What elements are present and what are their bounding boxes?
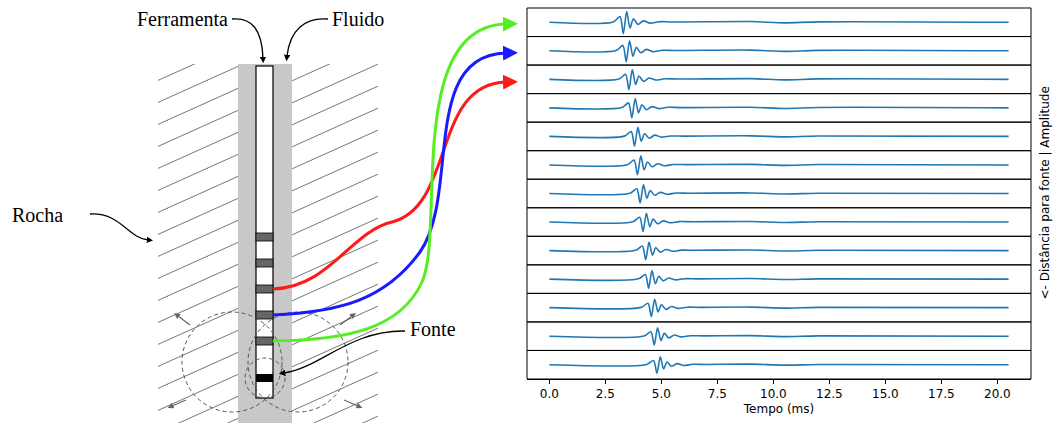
svg-text:10.0: 10.0	[760, 387, 787, 401]
svg-text:2.5: 2.5	[596, 387, 615, 401]
svg-text:0.0: 0.0	[540, 387, 559, 401]
svg-text:Ferramenta: Ferramenta	[137, 8, 228, 30]
svg-text:<- Distância para fonte | Ampl: <- Distância para fonte | Amplitude	[1038, 86, 1052, 299]
svg-text:7.5: 7.5	[708, 387, 727, 401]
svg-text:Fluido: Fluido	[332, 8, 384, 30]
svg-text:Rocha: Rocha	[12, 204, 63, 226]
svg-text:Tempo (ms): Tempo (ms)	[743, 402, 814, 416]
svg-text:20.0: 20.0	[984, 387, 1011, 401]
svg-text:15.0: 15.0	[872, 387, 899, 401]
svg-text:17.5: 17.5	[928, 387, 955, 401]
svg-text:Fonte: Fonte	[410, 318, 456, 340]
svg-text:12.5: 12.5	[816, 387, 843, 401]
svg-text:5.0: 5.0	[652, 387, 671, 401]
